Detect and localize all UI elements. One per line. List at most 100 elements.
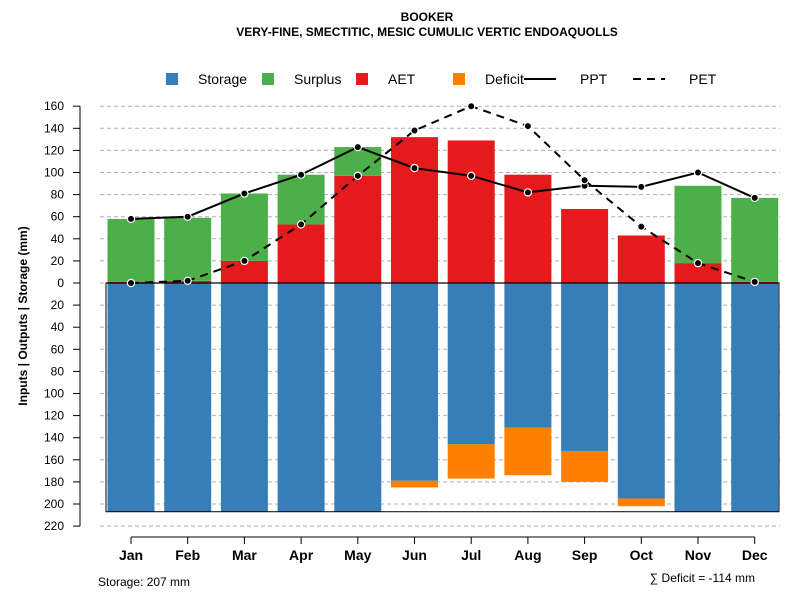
pet-point-jan (126, 278, 136, 288)
bars (105, 137, 780, 513)
aet-bar-nov (674, 263, 722, 283)
deficit-footer: ∑ Deficit = -114 mm (650, 571, 755, 585)
chart-subtitle: VERY-FINE, SMECTITIC, MESIC CUMULIC VERT… (236, 25, 618, 39)
aet-bar-jul (447, 140, 495, 283)
deficit-bar-aug (504, 427, 552, 476)
y-tick-label-3: 100 (44, 166, 64, 180)
y-tick-label-16: 160 (44, 453, 64, 467)
deficit-bar-jun (391, 480, 438, 488)
aet-bar-jun (391, 137, 438, 283)
y-tick-label-15: 140 (44, 431, 64, 445)
pet-point-mar (240, 256, 249, 266)
legend-label-ppt: PPT (580, 71, 608, 87)
legend-label-pet: PET (689, 71, 717, 87)
surplus-bar-dec (731, 197, 779, 282)
pet-point-jul (467, 101, 476, 111)
ppt-point-mar (240, 189, 249, 198)
legend-label-deficit: Deficit (485, 71, 524, 87)
y-tick-label-2: 120 (44, 143, 64, 157)
x-tick-label-mar: Mar (232, 547, 257, 563)
pet-point-apr (296, 220, 306, 229)
y-tick-label-11: 60 (51, 342, 65, 356)
surplus-bar-jan (107, 218, 155, 282)
legend-label-storage: Storage (198, 71, 247, 87)
y-tick-label-4: 80 (51, 188, 65, 202)
storage-bar-apr (277, 283, 325, 512)
ppt-point-jul (467, 171, 476, 181)
y-tick-label-12: 80 (51, 364, 65, 378)
ppt-point-may (353, 142, 362, 152)
pet-point-jun (410, 126, 419, 135)
y-tick-label-13: 100 (44, 387, 64, 401)
ppt-point-jan (126, 214, 136, 224)
deficit-bar-jul (447, 444, 495, 479)
legend-swatch-surplus (262, 73, 274, 85)
x-tick-label-jan: Jan (119, 547, 143, 563)
x-tick-label-sep: Sep (572, 547, 598, 563)
x-tick-label-may: May (344, 547, 371, 563)
storage-bar-nov (674, 283, 722, 512)
x-tick-label-dec: Dec (742, 547, 768, 563)
x-tick-label-aug: Aug (514, 547, 541, 563)
y-tick-label-7: 20 (51, 254, 65, 268)
pet-point-aug (523, 121, 533, 131)
ppt-line (130, 146, 756, 220)
pet-point-nov (693, 258, 703, 268)
pet-point-sep (580, 176, 589, 185)
aet-bar-sep (561, 208, 609, 283)
ppt-point-nov (693, 168, 703, 177)
ppt-point-aug (523, 188, 533, 197)
ppt-point-dec (750, 193, 759, 203)
storage-bar-sep (561, 283, 609, 451)
storage-bar-feb (164, 283, 212, 512)
legend-swatch-aet (356, 73, 368, 85)
chart-title: BOOKER (401, 10, 454, 24)
y-tick-label-19: 220 (44, 519, 64, 533)
x-tick-label-jun: Jun (402, 547, 427, 563)
legend-swatch-deficit (453, 73, 465, 85)
storage-bar-oct (617, 283, 665, 499)
pet-point-oct (637, 222, 646, 231)
ppt-point-oct (637, 182, 646, 192)
storage-bar-jul (447, 283, 495, 445)
aet-bar-oct (617, 235, 665, 283)
surplus-bar-apr (277, 174, 325, 225)
deficit-bar-sep (561, 450, 609, 482)
storage-bar-aug (504, 283, 552, 428)
y-axis-label: Inputs | Outputs | Storage (mm) (16, 226, 30, 405)
storage-bar-may (334, 283, 382, 512)
legend-label-aet: AET (388, 71, 416, 87)
pet-point-dec (750, 277, 759, 287)
storage-bar-dec (731, 283, 779, 512)
grid-lines (100, 105, 780, 527)
ppt-point-jun (410, 163, 419, 173)
y-tick-label-14: 120 (44, 409, 64, 423)
pet-point-may (353, 171, 362, 181)
pet-point-feb (183, 276, 192, 285)
legend: Storage Surplus AET Deficit PPT PET (166, 71, 717, 87)
x-tick-label-feb: Feb (175, 547, 200, 563)
surplus-bar-nov (674, 185, 722, 264)
y-tick-label-18: 200 (44, 497, 64, 511)
aet-bar-may (334, 175, 382, 283)
pet-line (130, 105, 756, 284)
surplus-bar-mar (220, 193, 268, 261)
y-tick-label-17: 180 (44, 475, 64, 489)
x-tick-label-oct: Oct (630, 547, 654, 563)
storage-footer: Storage: 207 mm (98, 575, 190, 589)
y-tick-label-10: 40 (51, 320, 65, 334)
x-tick-label-apr: Apr (289, 547, 314, 563)
storage-bar-jun (391, 283, 438, 481)
y-tick-label-1: 140 (44, 121, 64, 135)
aet-bar-mar (220, 260, 268, 283)
storage-bar-jan (107, 283, 155, 512)
ppt-point-feb (183, 212, 192, 221)
aet-bar-apr (277, 224, 325, 283)
legend-label-surplus: Surplus (294, 71, 341, 87)
storage-bar-mar (220, 283, 268, 512)
ppt-point-apr (296, 170, 306, 179)
y-tick-label-8: 0 (57, 276, 64, 290)
y-tick-label-0: 160 (44, 99, 64, 113)
axes: 1601401201008060402002040608010012014016… (44, 99, 768, 563)
